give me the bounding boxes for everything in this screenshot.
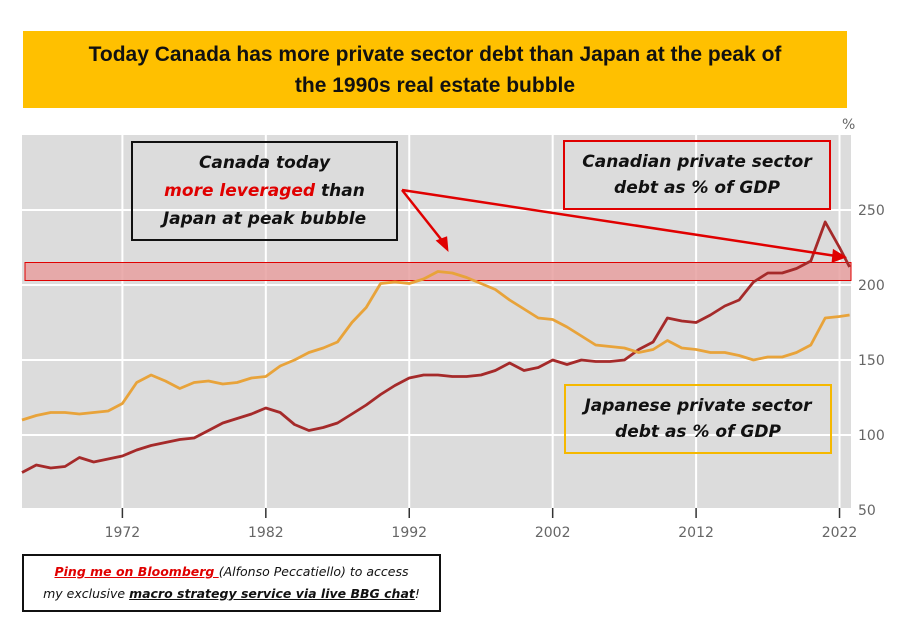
- legend-line: debt as % of GDP: [615, 422, 781, 442]
- series-line-canada: [21, 220, 851, 474]
- promo-text: my exclusive: [43, 586, 130, 601]
- title-line-1: Today Canada has more private sector deb…: [88, 42, 782, 66]
- x-tick-label: 1972: [105, 525, 141, 541]
- promo-box: Ping me on Bloomberg (Alfonso Peccatiell…: [22, 554, 441, 612]
- x-tick-label: 2002: [535, 525, 571, 541]
- legend-line: debt as % of GDP: [614, 178, 780, 198]
- title-line-2: the 1990s real estate bubble: [294, 73, 576, 97]
- y-tick-label: 50: [858, 503, 876, 519]
- bloomberg-link[interactable]: Ping me on Bloomberg: [54, 564, 219, 579]
- annotation-line: Canada today: [198, 153, 331, 173]
- x-tick-label: 1982: [248, 525, 284, 541]
- y-tick-label: 250: [858, 203, 885, 219]
- legend-japan: Japanese private sector debt as % of GDP: [564, 384, 832, 454]
- service-link[interactable]: macro strategy service via live BBG chat: [129, 586, 415, 601]
- x-tick-label: 2022: [822, 525, 858, 541]
- annotation-line: Japan at peak bubble: [162, 209, 367, 229]
- plot-background: [22, 135, 851, 508]
- legend-canada: Canadian private sector debt as % of GDP: [563, 140, 831, 210]
- arrow: [401, 188, 847, 263]
- annotation-line: than: [315, 181, 365, 201]
- chart-title: Today Canada has more private sector deb…: [23, 31, 847, 108]
- y-unit-label: %: [842, 117, 855, 133]
- series-line-japan: [21, 270, 850, 422]
- legend-line: Canadian private sector: [582, 152, 812, 172]
- promo-text: (Alfonso Peccatiello) to access: [218, 564, 409, 579]
- x-tick-label: 1992: [391, 525, 427, 541]
- legend-line: Japanese private sector: [584, 396, 812, 416]
- annotation-canada-today: Canada today more leveraged than Japan a…: [131, 141, 398, 241]
- y-tick-label: 200: [858, 278, 885, 294]
- y-tick-label: 150: [858, 353, 885, 369]
- promo-text: !: [414, 586, 420, 601]
- y-tick-label: 100: [858, 428, 885, 444]
- annotation-highlight: more leveraged: [164, 181, 316, 201]
- x-tick-label: 2012: [678, 525, 714, 541]
